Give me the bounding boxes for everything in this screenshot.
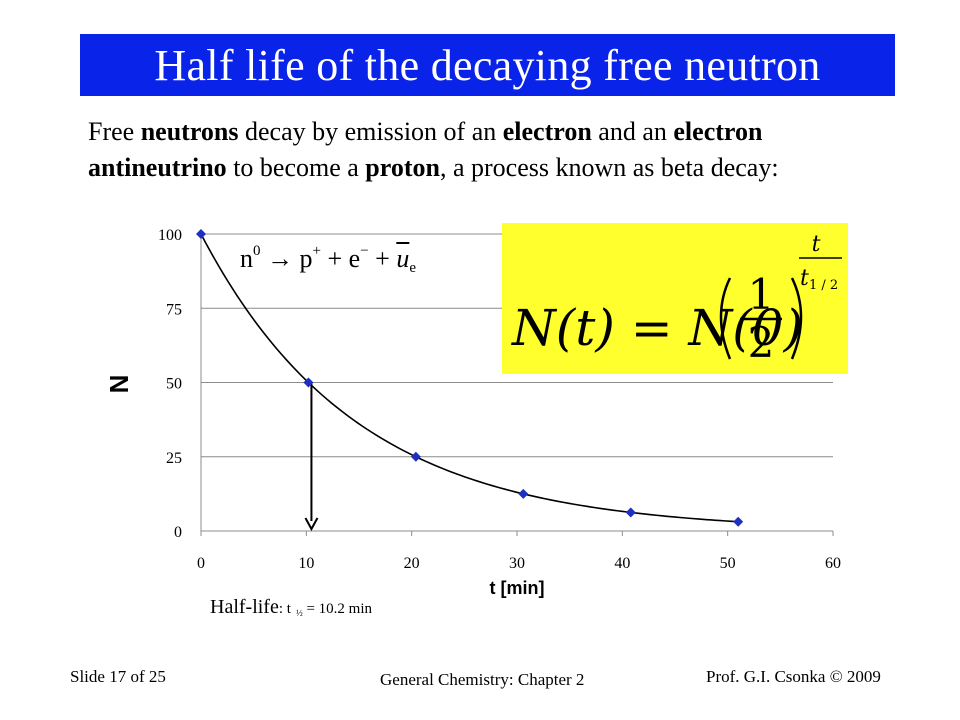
reaction-arrow: →	[267, 244, 293, 273]
chart-points	[196, 229, 744, 527]
decay-formula: N(t) = N(0) 1 2 t t 1 / 2	[511, 232, 842, 367]
half-life-symbol: : t	[278, 601, 291, 617]
half-life-note: Half-life: t ½ = 10.2 min	[210, 596, 372, 619]
footer-author: Prof. G.I. Csonka © 2009	[706, 667, 881, 686]
data-point-0	[196, 229, 206, 239]
reaction-antineutrino: u	[396, 244, 410, 273]
slide-title-bar: Half life of the decaying free neutron	[80, 34, 895, 96]
half-life-arrow-head	[304, 517, 319, 532]
x-tick-label-10: 10	[298, 555, 314, 572]
formula-left-paren	[719, 277, 732, 360]
formula-exponent-sub: 1 / 2	[809, 278, 838, 293]
y-tick-label-75: 75	[166, 301, 182, 318]
beta-decay-equation: n0 → p+ + e− + ue	[240, 243, 416, 277]
formula-right-paren	[790, 277, 803, 360]
intro-text-4: to become a	[226, 153, 366, 182]
x-tick-label-30: 30	[509, 555, 525, 572]
chart-axes	[200, 234, 834, 536]
data-point-3	[518, 488, 529, 499]
half-life-sub: ½	[295, 608, 303, 618]
y-tick-label-100: 100	[158, 227, 182, 244]
intro-bold-neutrons: neutrons	[140, 117, 239, 146]
reaction-neutron-charge: 0	[253, 243, 261, 259]
y-tick-label-25: 25	[166, 450, 182, 467]
reaction-electron-charge: −	[360, 243, 369, 259]
reaction-plus-2: +	[375, 244, 390, 273]
formula-exponent-t: t	[800, 266, 809, 291]
intro-bold-electron: electron	[502, 117, 592, 146]
intro-bold-proton: proton	[365, 153, 440, 182]
intro-text-1: Free	[88, 117, 141, 146]
x-tick-label-0: 0	[197, 555, 205, 572]
x-tick-label-60: 60	[825, 555, 841, 572]
x-tick-label-40: 40	[614, 555, 630, 572]
reaction-proton-charge: +	[312, 243, 321, 259]
y-tick-label-0: 0	[174, 524, 182, 541]
x-tick-label-50: 50	[720, 555, 736, 572]
decay-curve	[200, 233, 739, 523]
data-point-1	[303, 377, 314, 388]
intro-bold-antineutrino: electron antineutrino	[88, 117, 763, 182]
formula-lhs: N(t) = N(0)	[511, 299, 803, 357]
intro-text-2: decay by emission of an	[238, 117, 503, 146]
decay-formula-box: N(t) = N(0) 1 2 t t 1 / 2	[502, 223, 848, 374]
intro-text-5: , a process known as beta decay:	[439, 153, 779, 182]
slide-title: Half life of the decaying free neutron	[154, 40, 821, 90]
y-axis-title: N	[104, 375, 134, 394]
reaction-neutron: n	[240, 244, 253, 273]
footer-slide-number: Slide 17 of 25	[70, 667, 166, 686]
data-point-2	[410, 451, 421, 462]
intro-text-3: and an	[591, 117, 674, 146]
reaction-plus-1: +	[327, 244, 343, 273]
x-tick-label-20: 20	[404, 555, 420, 572]
formula-denominator: 2	[748, 318, 775, 367]
x-axis-title: t [min]	[490, 578, 545, 598]
reaction-electron: e	[348, 244, 361, 273]
half-life-arrow	[304, 382, 319, 532]
y-tick-label-50: 50	[166, 376, 182, 393]
data-point-4	[625, 507, 636, 518]
chart-curve-layer	[200, 233, 739, 523]
reaction-proton: p	[299, 244, 313, 273]
formula-numerator: 1	[748, 270, 775, 319]
data-point-5	[733, 516, 744, 527]
half-life-label: Half-life	[210, 596, 279, 618]
half-life-value: = 10.2 min	[302, 601, 372, 617]
footer-course: General Chemistry: Chapter 2	[380, 670, 585, 689]
formula-exponent-numerator: t	[812, 232, 821, 257]
reaction-antineutrino-sub: e	[409, 260, 416, 276]
intro-text: Free neutrons decay by emission of an el…	[88, 114, 888, 186]
